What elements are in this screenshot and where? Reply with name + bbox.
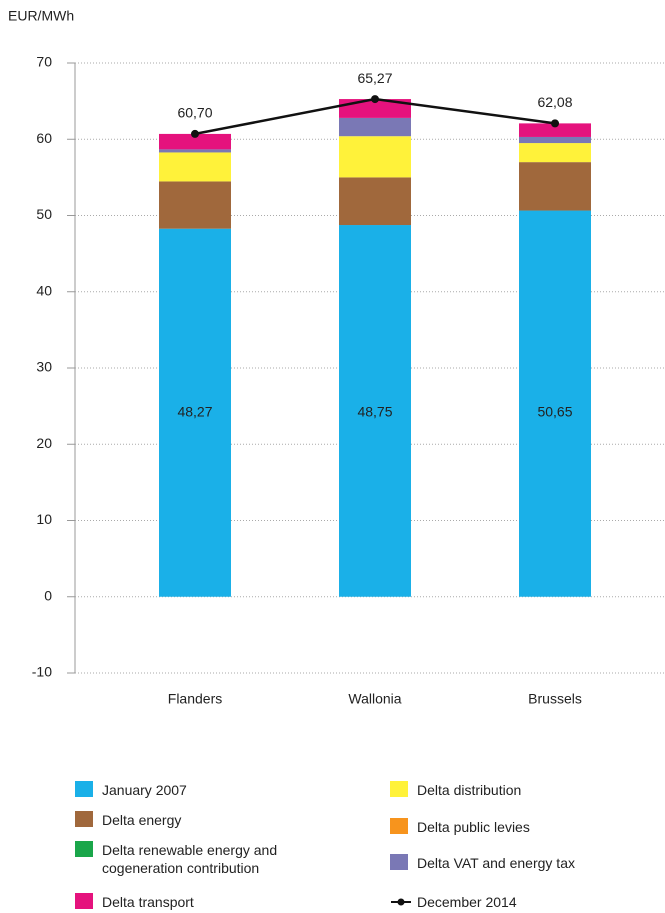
bar-segment bbox=[339, 177, 411, 226]
bar-value-label: 48,27 bbox=[177, 403, 212, 419]
legend-label: January 2007 bbox=[102, 782, 187, 798]
legend-label: Delta VAT and energy tax bbox=[417, 855, 575, 871]
bar-segment bbox=[519, 136, 591, 144]
legend-label: Delta public levies bbox=[417, 819, 530, 835]
x-tick-label: Flanders bbox=[168, 691, 222, 707]
bar-segment bbox=[339, 117, 411, 137]
bar-segment bbox=[159, 228, 231, 597]
legend-label: Delta distribution bbox=[417, 782, 522, 798]
legend-swatch bbox=[75, 781, 93, 797]
y-tick-label: 50 bbox=[36, 206, 52, 222]
y-tick-label: -10 bbox=[32, 664, 52, 680]
y-tick-label: 0 bbox=[44, 587, 52, 603]
legend-item: January 2007 bbox=[75, 781, 187, 799]
x-tick-label: Brussels bbox=[528, 691, 582, 707]
bar-segment bbox=[519, 143, 591, 163]
legend-swatch bbox=[390, 781, 408, 797]
legend-item: Delta energy bbox=[75, 811, 181, 829]
legend-swatch bbox=[75, 811, 93, 827]
line-point bbox=[551, 119, 559, 128]
bar-segment bbox=[519, 162, 591, 211]
y-tick-label: 60 bbox=[36, 130, 52, 146]
legend-item: Delta public levies bbox=[390, 818, 530, 836]
y-axis-label: EUR/MWh bbox=[8, 8, 74, 24]
y-tick-label: 40 bbox=[36, 282, 52, 298]
bar-segment bbox=[159, 133, 231, 150]
line-value-label: 60,70 bbox=[177, 105, 212, 121]
y-tick-label: 10 bbox=[36, 511, 52, 527]
legend-item: Delta distribution bbox=[390, 781, 521, 799]
line-value-label: 65,27 bbox=[357, 70, 392, 86]
line-value-label: 62,08 bbox=[537, 94, 572, 110]
line-point bbox=[371, 95, 379, 104]
legend-item: Delta renewable energy and cogeneration … bbox=[75, 841, 317, 877]
legend-item: Delta VAT and energy tax bbox=[390, 854, 575, 872]
x-tick-label: Wallonia bbox=[348, 691, 401, 707]
legend-swatch bbox=[390, 818, 408, 834]
legend-swatch bbox=[75, 841, 93, 857]
bar-segment bbox=[339, 136, 411, 178]
bar-segment bbox=[519, 210, 591, 597]
legend-label: Delta transport bbox=[102, 894, 194, 910]
y-tick-label: 30 bbox=[36, 359, 52, 375]
bar-segment bbox=[159, 149, 231, 153]
bar-value-label: 50,65 bbox=[537, 403, 572, 419]
line-point bbox=[191, 129, 199, 138]
legend-label: Delta renewable energy and cogeneration … bbox=[102, 842, 278, 876]
legend-swatch bbox=[391, 898, 411, 906]
legend-label: December 2014 bbox=[417, 894, 517, 910]
legend-item: Delta transport bbox=[75, 893, 194, 911]
bar-segment bbox=[339, 225, 411, 597]
legend-dot bbox=[397, 898, 405, 906]
bar-value-label: 48,75 bbox=[357, 403, 392, 419]
bar-segment bbox=[159, 181, 231, 229]
legend-swatch bbox=[75, 893, 93, 909]
legend-swatch bbox=[390, 854, 408, 870]
bar-segment bbox=[519, 123, 591, 137]
chart: EUR/MWh -10 0 10 20 30 40 50 60 70 Flanders 48,27 W… bbox=[8, 8, 665, 707]
legend-label: Delta energy bbox=[102, 812, 182, 828]
bar-segment bbox=[159, 152, 231, 182]
y-tick-label: 20 bbox=[36, 435, 52, 451]
y-tick-label: 70 bbox=[36, 54, 52, 70]
legend-item: December 2014 bbox=[390, 893, 517, 911]
